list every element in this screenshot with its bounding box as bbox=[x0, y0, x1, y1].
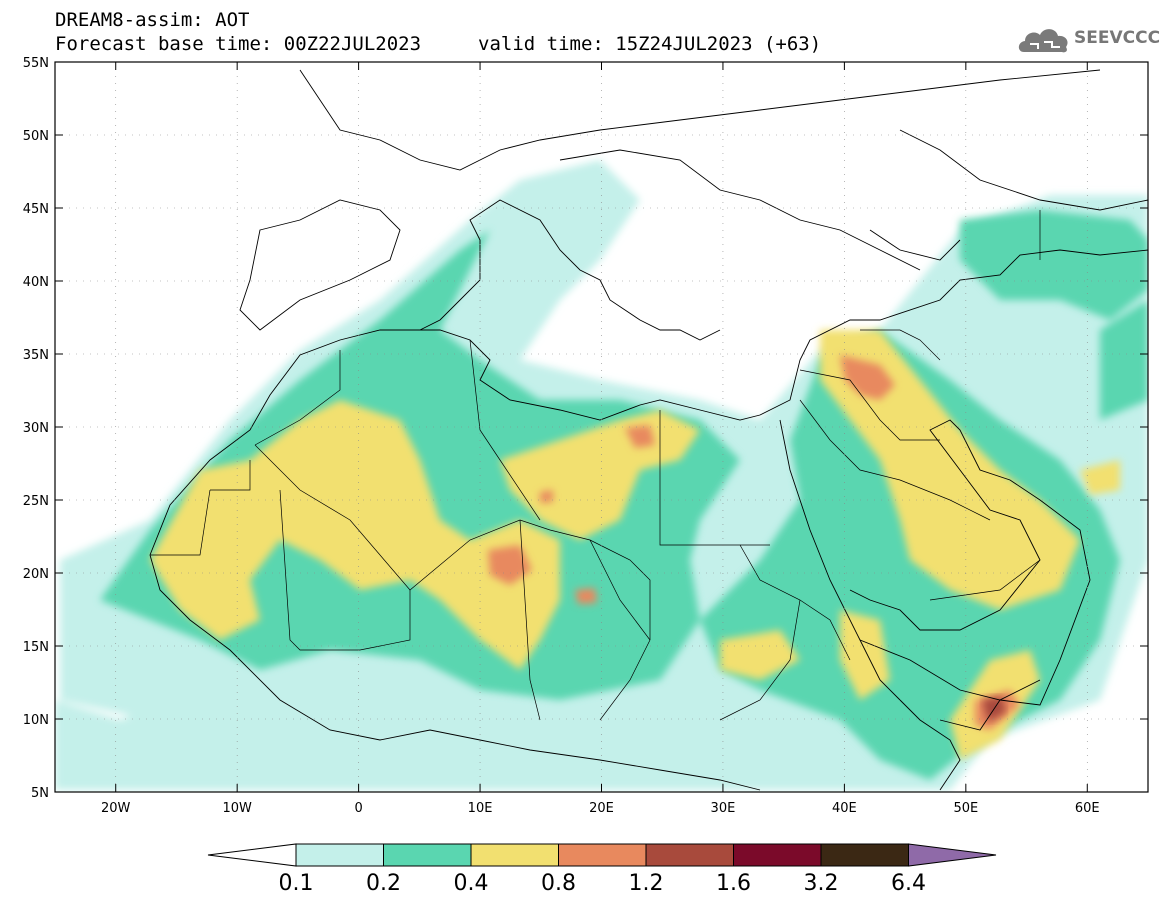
colorbar-label: 1.6 bbox=[716, 871, 751, 896]
lat-tick-label: 30N bbox=[23, 421, 49, 436]
valid-time: valid time: 15Z24JUL2023 (+63) bbox=[478, 33, 822, 55]
colorbar-swatch bbox=[295, 843, 384, 867]
colorbar-low-arrow bbox=[207, 843, 297, 867]
lat-tick-label: 50N bbox=[23, 129, 49, 144]
colorbar-swatch bbox=[558, 843, 647, 867]
lon-tick-label: 50E bbox=[953, 801, 978, 816]
colorbar-label: 0.2 bbox=[366, 871, 401, 896]
lat-tick-label: 40N bbox=[23, 275, 49, 290]
lat-tick-label: 55N bbox=[23, 56, 49, 71]
coastlines bbox=[149, 69, 1148, 791]
seevccc-logo: SEEVCCC bbox=[1016, 22, 1160, 58]
colorbar-label: 1.2 bbox=[628, 871, 664, 896]
cloud-icon bbox=[1018, 29, 1068, 53]
lon-tick-label: 0 bbox=[354, 801, 362, 816]
lat-tick-label: 45N bbox=[23, 202, 49, 217]
colorbar-label: 0.1 bbox=[278, 871, 314, 896]
colorbar-swatch bbox=[383, 843, 472, 867]
lon-tick-label: 40E bbox=[832, 801, 857, 816]
lon-tick-label: 20W bbox=[101, 801, 131, 816]
lon-tick-label: 30E bbox=[711, 801, 736, 816]
colorbar-swatch bbox=[470, 843, 559, 867]
lat-tick-label: 5N bbox=[31, 786, 49, 801]
forecast-base-time: Forecast base time: 00Z22JUL2023 bbox=[55, 33, 422, 55]
colorbar-label: 0.4 bbox=[453, 871, 489, 896]
lat-tick-label: 35N bbox=[23, 348, 49, 363]
map-title: DREAM8-assim: AOT bbox=[55, 9, 250, 31]
colorbar-swatch bbox=[645, 843, 734, 867]
lon-tick-label: 20E bbox=[589, 801, 614, 816]
axis-ticks: 20W 10W 0 10E 20E 30E 40E 50E 60E 5N 10N 15N 20N 25N 3… bbox=[23, 56, 1148, 816]
lat-tick-label: 25N bbox=[23, 494, 49, 509]
country-borders bbox=[150, 210, 1041, 721]
lat-tick-label: 20N bbox=[23, 567, 49, 582]
colorbar-swatch bbox=[820, 843, 909, 867]
colorbar-swatch bbox=[733, 843, 822, 867]
lon-tick-label: 10E bbox=[468, 801, 493, 816]
colorbar-high-arrow bbox=[908, 843, 997, 867]
lat-tick-label: 15N bbox=[23, 640, 49, 655]
lon-tick-label: 10W bbox=[222, 801, 252, 816]
lat-tick-label: 10N bbox=[23, 713, 49, 728]
colorbar bbox=[207, 843, 997, 867]
colorbar-label: 0.8 bbox=[541, 871, 576, 896]
logo-text: SEEVCCC bbox=[1074, 28, 1161, 48]
lon-tick-label: 60E bbox=[1075, 801, 1100, 816]
colorbar-label: 3.2 bbox=[803, 871, 839, 896]
colorbar-label: 6.4 bbox=[891, 871, 926, 896]
